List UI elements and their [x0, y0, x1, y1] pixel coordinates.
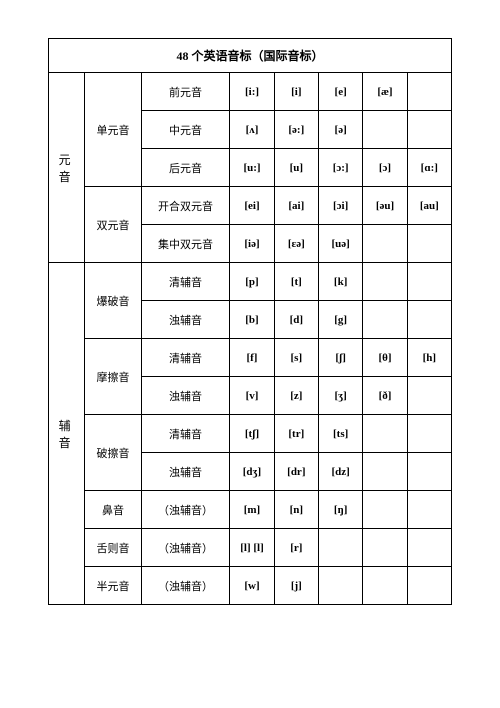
row-label: （浊辅音） [141, 567, 230, 605]
row-label: 浊辅音 [141, 377, 230, 415]
phonetic-cell [318, 529, 362, 567]
phonetic-cell: [g] [318, 301, 362, 339]
phonetic-cell: [θ] [363, 339, 407, 377]
row-label: 清辅音 [141, 415, 230, 453]
phonetic-cell [363, 415, 407, 453]
group-lateral: 舌则音 [85, 529, 141, 567]
group-fricative: 摩擦音 [85, 339, 141, 415]
phonetic-cell: [iə] [230, 225, 274, 263]
phonetic-cell: [b] [230, 301, 274, 339]
phonetic-cell [363, 263, 407, 301]
phonetic-cell: [dr] [274, 453, 318, 491]
section-consonants: 辅 音 [49, 263, 85, 605]
group-plosive: 爆破音 [85, 263, 141, 339]
row-label: （浊辅音） [141, 529, 230, 567]
table-title: 48 个英语音标（国际音标） [49, 39, 452, 73]
row-label: 前元音 [141, 73, 230, 111]
row-label: 清辅音 [141, 339, 230, 377]
phonetic-cell: [uə] [318, 225, 362, 263]
row-label: （浊辅音） [141, 491, 230, 529]
phonetic-cell: [æ] [363, 73, 407, 111]
phonetic-cell: [ɛə] [274, 225, 318, 263]
row-label: 开合双元音 [141, 187, 230, 225]
phonetic-cell: [ə] [318, 111, 362, 149]
phonetic-cell [363, 225, 407, 263]
phonetic-cell [407, 377, 451, 415]
phonetic-cell [407, 491, 451, 529]
phonetic-cell: [d] [274, 301, 318, 339]
phonetic-cell [363, 491, 407, 529]
row-label: 浊辅音 [141, 453, 230, 491]
phonetic-cell [407, 111, 451, 149]
phonetic-cell: [au] [407, 187, 451, 225]
phonetic-cell [363, 453, 407, 491]
phonetic-cell: [i] [274, 73, 318, 111]
group-diphthong: 双元音 [85, 187, 141, 263]
group-nasal: 鼻音 [85, 491, 141, 529]
phonetic-cell: [h] [407, 339, 451, 377]
phonetic-cell [318, 567, 362, 605]
phonetic-cell: [ɑ:] [407, 149, 451, 187]
phonetic-cell: [ai] [274, 187, 318, 225]
row-label: 集中双元音 [141, 225, 230, 263]
phonetic-cell: [ʃ] [318, 339, 362, 377]
group-monophthong: 单元音 [85, 73, 141, 187]
phonetic-cell [407, 73, 451, 111]
phonetic-cell: [u] [274, 149, 318, 187]
phonetic-cell: [f] [230, 339, 274, 377]
row-label: 中元音 [141, 111, 230, 149]
phonetic-cell [407, 529, 451, 567]
phonetic-cell [407, 567, 451, 605]
phonetic-cell: [n] [274, 491, 318, 529]
phonetic-cell: [l] [l] [230, 529, 274, 567]
phonetic-cell: [m] [230, 491, 274, 529]
section-vowels: 元 音 [49, 73, 85, 263]
phonetic-cell: [ʌ] [230, 111, 274, 149]
phonetic-cell: [z] [274, 377, 318, 415]
phonetic-cell: [ð] [363, 377, 407, 415]
phonetic-cell: [k] [318, 263, 362, 301]
phonetic-cell [407, 301, 451, 339]
phonetic-cell: [ɔ:] [318, 149, 362, 187]
phonetic-cell: [dz] [318, 453, 362, 491]
row-label: 清辅音 [141, 263, 230, 301]
phonetic-table: 48 个英语音标（国际音标） 元 音 单元音 前元音 [i:] [i] [e] … [48, 38, 452, 605]
phonetic-cell: [r] [274, 529, 318, 567]
phonetic-cell [363, 111, 407, 149]
phonetic-cell [407, 453, 451, 491]
phonetic-cell: [w] [230, 567, 274, 605]
phonetic-cell: [ɔi] [318, 187, 362, 225]
phonetic-cell: [tʃ] [230, 415, 274, 453]
phonetic-cell: [i:] [230, 73, 274, 111]
phonetic-cell: [ə:] [274, 111, 318, 149]
phonetic-cell: [u:] [230, 149, 274, 187]
phonetic-cell: [j] [274, 567, 318, 605]
phonetic-cell: [t] [274, 263, 318, 301]
phonetic-cell: [əu] [363, 187, 407, 225]
group-semivowel: 半元音 [85, 567, 141, 605]
phonetic-cell: [ŋ] [318, 491, 362, 529]
phonetic-cell: [ts] [318, 415, 362, 453]
phonetic-cell: [e] [318, 73, 362, 111]
phonetic-cell: [dʒ] [230, 453, 274, 491]
phonetic-cell [407, 415, 451, 453]
phonetic-cell [363, 529, 407, 567]
phonetic-cell [363, 567, 407, 605]
phonetic-cell: [s] [274, 339, 318, 377]
group-affricate: 破擦音 [85, 415, 141, 491]
phonetic-cell [363, 301, 407, 339]
row-label: 后元音 [141, 149, 230, 187]
phonetic-cell: [ɔ] [363, 149, 407, 187]
phonetic-cell: [tr] [274, 415, 318, 453]
phonetic-cell: [ei] [230, 187, 274, 225]
phonetic-cell [407, 263, 451, 301]
phonetic-cell: [p] [230, 263, 274, 301]
phonetic-cell: [ʒ] [318, 377, 362, 415]
row-label: 浊辅音 [141, 301, 230, 339]
phonetic-cell: [v] [230, 377, 274, 415]
phonetic-cell [407, 225, 451, 263]
